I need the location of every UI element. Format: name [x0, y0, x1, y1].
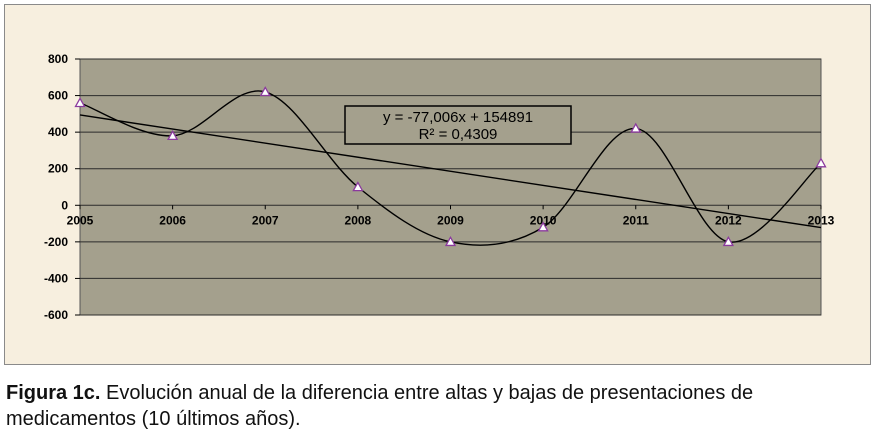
- y-tick-label: -200: [44, 235, 68, 249]
- x-tick-label: 2008: [345, 213, 372, 227]
- data-point: [722, 236, 734, 247]
- x-tick-label: 2007: [252, 213, 279, 227]
- y-tick-label: 0: [61, 198, 68, 212]
- y-tick-label: 400: [48, 125, 68, 139]
- series-line: [79, 90, 822, 246]
- y-tick-label: 200: [48, 162, 68, 176]
- chart: 800 600 400 200 0 -200 -400 -600 2005 2006 2007 200…: [44, 52, 835, 322]
- caption-text: Evolución anual de la diferencia entre a…: [6, 382, 754, 430]
- x-tick-label: 2009: [437, 213, 464, 227]
- trendline-r2: R² = 0,4309: [419, 126, 498, 143]
- x-tick-label: 2011: [623, 213, 649, 227]
- data-point: [167, 129, 179, 141]
- data-point: [815, 157, 827, 168]
- data-point: [537, 221, 549, 232]
- trendline-equation-box: [344, 105, 572, 145]
- y-tick-label: 800: [48, 52, 68, 66]
- data-point: [630, 122, 642, 133]
- trendline-equation: y = -77,006x + 154891: [383, 109, 533, 126]
- data-point: [444, 236, 457, 247]
- y-tick-label: -600: [44, 308, 68, 322]
- plot-area: [79, 58, 822, 316]
- y-tick-label: 600: [48, 89, 68, 103]
- x-tick-label: 2012: [715, 213, 742, 227]
- trendline: [79, 114, 822, 229]
- data-point: [352, 181, 364, 192]
- x-tick-label: 2005: [67, 213, 94, 227]
- x-tick-label: 2006: [159, 213, 186, 227]
- data-point: [259, 86, 271, 97]
- x-tick-label: 2010: [530, 213, 557, 227]
- chart-frame: 800 600 400 200 0 -200 -400 -600 2005 2006 2007 200…: [4, 4, 871, 365]
- data-point: [74, 97, 86, 108]
- y-tick-label: -400: [44, 271, 68, 285]
- caption-label: Figura 1c.: [6, 382, 101, 404]
- x-tick-label: 2013: [808, 213, 835, 227]
- figure-caption: Figura 1c. Evolución anual de la diferen…: [6, 380, 866, 432]
